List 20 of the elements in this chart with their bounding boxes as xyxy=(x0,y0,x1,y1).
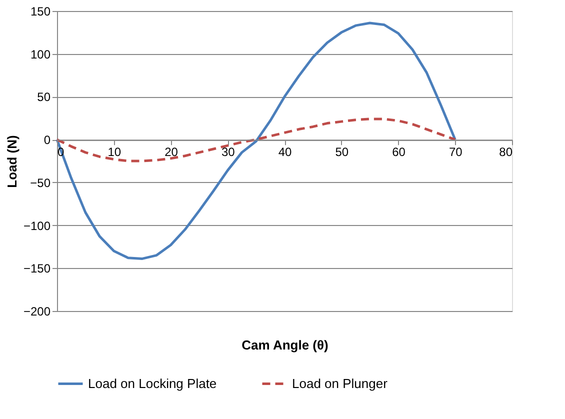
x-tick-label: 10 xyxy=(108,145,122,160)
legend-label: Load on Plunger xyxy=(292,376,388,391)
y-tick-label: 150 xyxy=(30,4,51,18)
y-tick-label: −100 xyxy=(23,218,51,233)
y-axis-title: Load (N) xyxy=(4,135,20,188)
x-tick-label: 50 xyxy=(335,145,349,160)
x-axis-title: Cam Angle (θ) xyxy=(242,338,328,352)
y-tick-label: −150 xyxy=(23,262,51,276)
y-tick-label: −50 xyxy=(30,176,51,190)
y-tick-label: 100 xyxy=(30,47,51,62)
y-tick-label: 50 xyxy=(37,90,51,104)
x-tick-label: 40 xyxy=(278,145,292,160)
x-tick-label: 70 xyxy=(448,145,463,160)
x-tick-label: 80 xyxy=(499,145,513,160)
legend-label: Load on Locking Plate xyxy=(88,376,217,391)
x-tick-label: 30 xyxy=(221,145,236,160)
y-tick-label: 0 xyxy=(44,133,51,148)
y-tick-label: −200 xyxy=(23,304,51,318)
x-tick-label: 60 xyxy=(392,145,406,160)
x-tick-label: 20 xyxy=(164,145,178,160)
